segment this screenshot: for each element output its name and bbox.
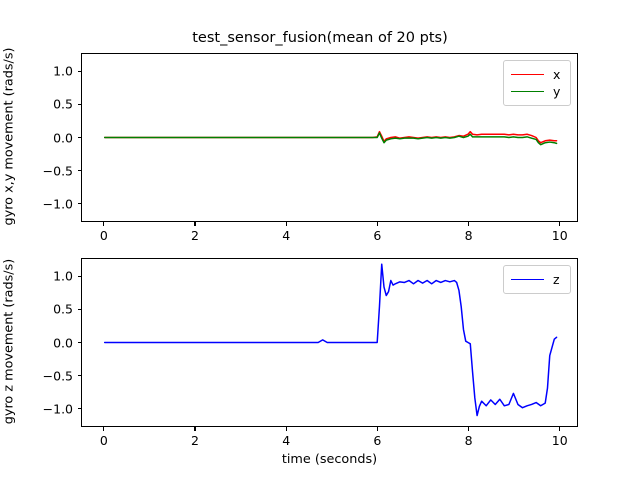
- x-tick-label: 10: [551, 433, 568, 448]
- x-tick-mark: [468, 222, 470, 226]
- x-tick-label: 4: [282, 228, 291, 243]
- y-tick-label: 1.0: [53, 63, 73, 79]
- subplot-gyro-xy: gyro x,y movement (rads/s) x y: [2, 47, 578, 225]
- x-tick-label: 6: [373, 228, 382, 243]
- x-tick-label: 8: [464, 228, 473, 243]
- x-tick-mark: [285, 427, 287, 431]
- x-tick-mark: [468, 427, 470, 431]
- x-axis-label: time (seconds): [281, 452, 378, 467]
- x-tick-label: 2: [191, 433, 199, 448]
- x-tick-mark: [376, 222, 378, 226]
- y-tick-mark: [77, 70, 81, 73]
- legend-entry-z: z: [511, 271, 563, 288]
- y-tick-label: −0.5: [42, 163, 73, 178]
- x-tick-label: 8: [464, 433, 473, 448]
- y-tick-mark: [77, 308, 81, 311]
- legend-label-y: y: [553, 84, 561, 99]
- legend-swatch-y: [511, 91, 544, 92]
- y-tick-mark: [77, 103, 81, 106]
- plot-area-top: [103, 130, 558, 146]
- x-tick-label: 4: [282, 433, 291, 448]
- y-tick-label: 1.0: [53, 268, 73, 284]
- y-tick-mark: [77, 375, 81, 377]
- x-tick-mark: [285, 222, 287, 226]
- y-tick-mark: [77, 203, 81, 205]
- y-tick-mark: [77, 137, 81, 139]
- x-tick-mark: [194, 222, 196, 226]
- subplot-gyro-z: gyro z movement (rads/s) z: [2, 258, 578, 427]
- legend-top: x y: [503, 60, 571, 106]
- x-tick-label: 0: [99, 228, 108, 243]
- y-tick-mark: [77, 170, 81, 172]
- x-tick-label: 10: [551, 228, 568, 243]
- y-tick-mark: [77, 408, 81, 410]
- y-tick-label: −0.5: [42, 368, 73, 383]
- y-tick-label: 0.5: [53, 301, 73, 317]
- legend-label-x: x: [553, 67, 561, 82]
- x-tick-mark: [103, 222, 105, 226]
- y-tick-mark: [77, 275, 81, 278]
- page-title: test_sensor_fusion(mean of 20 pts): [192, 30, 448, 46]
- x-tick-label: 2: [191, 228, 199, 243]
- y-tick-label: −1.0: [42, 401, 73, 417]
- x-tick-label: 6: [373, 433, 382, 448]
- legend-swatch-x: [511, 74, 544, 75]
- legend-swatch-z: [511, 279, 544, 280]
- y-tick-label: −1.0: [42, 196, 73, 212]
- series-line-z: [103, 263, 558, 417]
- series-line-y: [103, 132, 558, 146]
- y-tick-label: 0.5: [53, 96, 73, 112]
- plot-area-bottom: [103, 263, 558, 417]
- y-tick-mark: [77, 342, 81, 344]
- legend-entry-x: x: [511, 66, 563, 83]
- x-tick-mark: [559, 222, 561, 226]
- x-tick-mark: [559, 427, 561, 431]
- x-tick-mark: [103, 427, 105, 431]
- x-tick-mark: [194, 427, 196, 431]
- y-tick-label: 0.0: [53, 335, 73, 350]
- x-tick-label: 0: [99, 433, 108, 448]
- legend-bottom: z: [503, 265, 571, 294]
- x-tick-mark: [376, 427, 378, 431]
- y-tick-label: 0.0: [53, 130, 73, 145]
- legend-entry-y: y: [511, 83, 563, 100]
- legend-label-z: z: [553, 272, 560, 287]
